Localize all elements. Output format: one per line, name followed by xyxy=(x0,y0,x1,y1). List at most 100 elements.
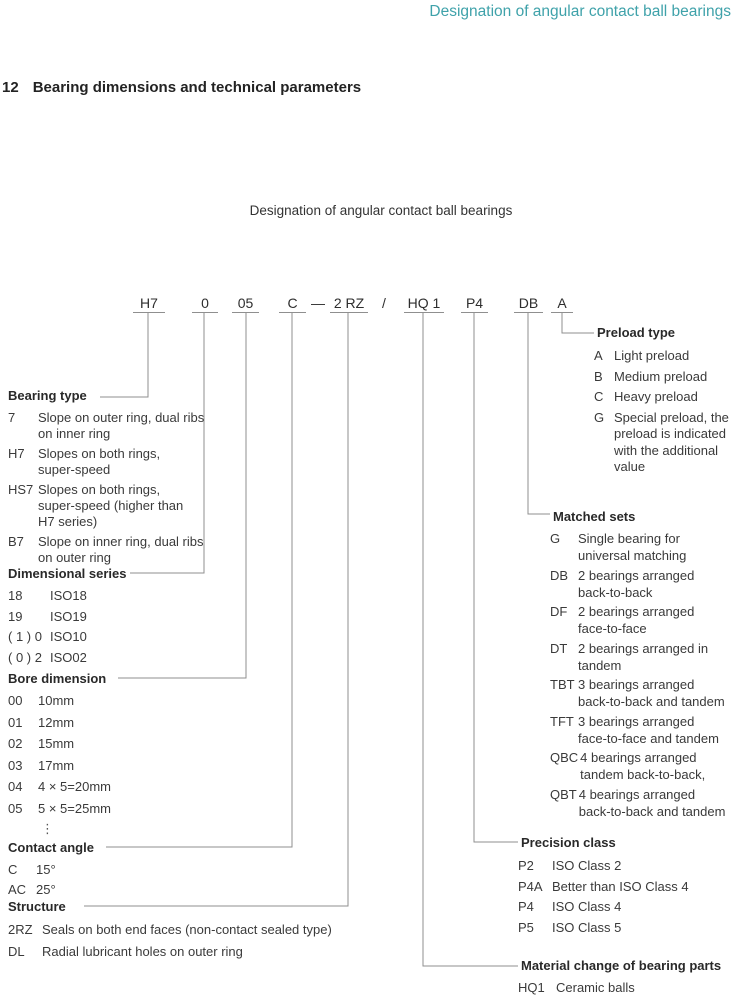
item-code: HQ1 xyxy=(518,980,545,995)
item-desc: Slope on inner ring, dual ribs on outer … xyxy=(38,534,204,565)
group-bearing-type: Bearing type 7 Slope on outer ring, dual… xyxy=(8,388,248,570)
definition-row: 2RZ Seals on both end faces (non-contact… xyxy=(8,922,408,938)
group-label-matched-sets: Matched sets xyxy=(550,509,636,525)
connector-structure xyxy=(84,313,349,907)
definition-row: P2 ISO Class 2 xyxy=(518,858,728,875)
item-desc: ISO19 xyxy=(50,608,87,624)
connector-bore-dimension xyxy=(118,313,247,679)
item-code: 04 xyxy=(8,779,23,794)
connector-bearing-type xyxy=(100,313,149,398)
item-code: DF xyxy=(550,604,568,619)
definition-row: G Special preload, the preload is indica… xyxy=(594,410,734,476)
definition-row: 02 15mm xyxy=(8,736,111,752)
item-desc: 2 bearings arranged face-to-face xyxy=(578,604,695,636)
group-structure: Structure 2RZ Seals on both end faces (n… xyxy=(8,899,408,966)
code-part-matched-sets: DB xyxy=(514,294,543,313)
group-label-contact-angle: Contact angle xyxy=(8,840,97,856)
group-label-dimensional-series: Dimensional series xyxy=(8,566,130,582)
connector-precision-class xyxy=(473,313,521,843)
group-label-preload-type: Preload type xyxy=(594,325,676,341)
item-code: 03 xyxy=(8,757,23,773)
item-code: DT xyxy=(550,640,568,656)
item-desc: Special preload, the preload is indicate… xyxy=(614,409,729,475)
item-desc: Slopes on both rings, super-speed xyxy=(38,446,161,477)
item-code: P4A xyxy=(518,878,543,894)
group-precision-class: Precision class P2 ISO Class 2 P4A Bette… xyxy=(518,835,728,940)
item-code: ( 0 ) 2 xyxy=(8,649,42,665)
diagram-title: Designation of angular contact ball bear… xyxy=(249,203,513,218)
item-code: AC xyxy=(8,882,27,897)
group-label-precision-class: Precision class xyxy=(518,835,616,851)
item-desc: Slopes on both rings, super-speed (highe… xyxy=(38,482,184,529)
item-code: TFT xyxy=(550,713,574,729)
item-desc: 2 bearings arranged in tandem xyxy=(578,640,709,673)
code-part-contact-angle: C xyxy=(279,294,306,313)
item-desc: ISO Class 4 xyxy=(552,899,622,914)
connector-dimensional-series xyxy=(128,313,205,574)
definition-row: QBC 4 bearings arranged tandem back-to-b… xyxy=(550,749,736,783)
connector-matched-sets xyxy=(527,313,554,515)
item-code: A xyxy=(594,348,603,363)
item-desc: 17mm xyxy=(38,757,75,773)
item-desc: 25° xyxy=(36,882,56,897)
item-desc: ISO10 xyxy=(50,629,87,644)
item-code: QBC xyxy=(550,750,579,765)
definition-row: DB 2 bearings arranged back-to-back xyxy=(550,567,736,601)
definition-row: P5 ISO Class 5 xyxy=(518,920,728,937)
item-desc: Slope on outer ring, dual ribs on inner … xyxy=(38,410,205,441)
item-desc: Light preload xyxy=(614,348,690,363)
item-code: 7 xyxy=(8,410,16,425)
definition-row: 03 17mm xyxy=(8,758,111,774)
definition-row: C 15° xyxy=(8,862,97,878)
page-header: Designation of angular contact ball bear… xyxy=(429,3,731,20)
item-code: G xyxy=(594,409,605,425)
slash-separator: / xyxy=(382,295,386,311)
group-label-structure: Structure xyxy=(8,899,69,915)
definition-row: DF 2 bearings arranged face-to-face xyxy=(550,603,736,637)
item-code: TBT xyxy=(550,677,575,692)
item-desc: Heavy preload xyxy=(614,389,698,404)
item-code: DB xyxy=(550,567,569,583)
item-desc: Single bearing for universal matching xyxy=(578,531,687,563)
code-part-precision: P4 xyxy=(461,294,488,313)
connector-preload-type xyxy=(561,313,598,334)
item-desc: Better than ISO Class 4 xyxy=(552,878,689,894)
definition-row: QBT 4 bearings arranged back-to-back and… xyxy=(550,786,736,820)
definition-row: B Medium preload xyxy=(594,369,734,386)
item-code: DL xyxy=(8,944,25,959)
item-code: ( 1 ) 0 xyxy=(8,629,42,644)
item-desc: 15° xyxy=(36,862,56,877)
code-part-structure: 2 RZ xyxy=(330,294,368,313)
item-desc: Seals on both end faces (non-contact sea… xyxy=(42,922,332,937)
item-code: 01 xyxy=(8,714,23,730)
continuation-ellipsis: ⋮ xyxy=(41,821,54,836)
item-code: C xyxy=(594,389,604,404)
group-label-bore-dimension: Bore dimension xyxy=(8,671,110,687)
definition-row: C Heavy preload xyxy=(594,389,734,406)
item-code: 19 xyxy=(8,608,23,624)
item-code: 00 xyxy=(8,693,23,708)
item-desc: 4 bearings arranged back-to-back and tan… xyxy=(578,786,726,819)
definition-row: 04 4 × 5=20mm xyxy=(8,779,111,795)
definition-row: P4 ISO Class 4 xyxy=(518,899,728,916)
item-code: C xyxy=(8,862,18,877)
definition-row: H7 Slopes on both rings, super-speed xyxy=(8,446,248,478)
definition-row: 19 ISO19 xyxy=(8,609,130,625)
item-code: 2RZ xyxy=(8,922,33,937)
item-code: H7 xyxy=(8,446,25,461)
item-desc: 3 bearings arranged back-to-back and tan… xyxy=(578,677,725,709)
item-desc: 12mm xyxy=(38,714,75,730)
definition-row: 18 ISO18 xyxy=(8,588,130,604)
code-part-bearing-type: H7 xyxy=(133,294,165,313)
item-desc: 15mm xyxy=(38,736,75,751)
item-desc: 2 bearings arranged back-to-back xyxy=(578,567,695,600)
group-contact-angle: Contact angle C 15° AC 25° xyxy=(8,840,97,902)
item-desc: ISO Class 2 xyxy=(552,858,622,873)
item-code: B7 xyxy=(8,534,24,549)
group-bore-dimension: Bore dimension 00 10mm 01 12mm 02 15mm 0… xyxy=(8,671,111,836)
item-desc: 4 × 5=20mm xyxy=(38,779,111,794)
item-desc: Radial lubricant holes on outer ring xyxy=(42,944,243,959)
item-code: P4 xyxy=(518,899,534,914)
definition-row: ( 1 ) 0 ISO10 xyxy=(8,629,130,645)
